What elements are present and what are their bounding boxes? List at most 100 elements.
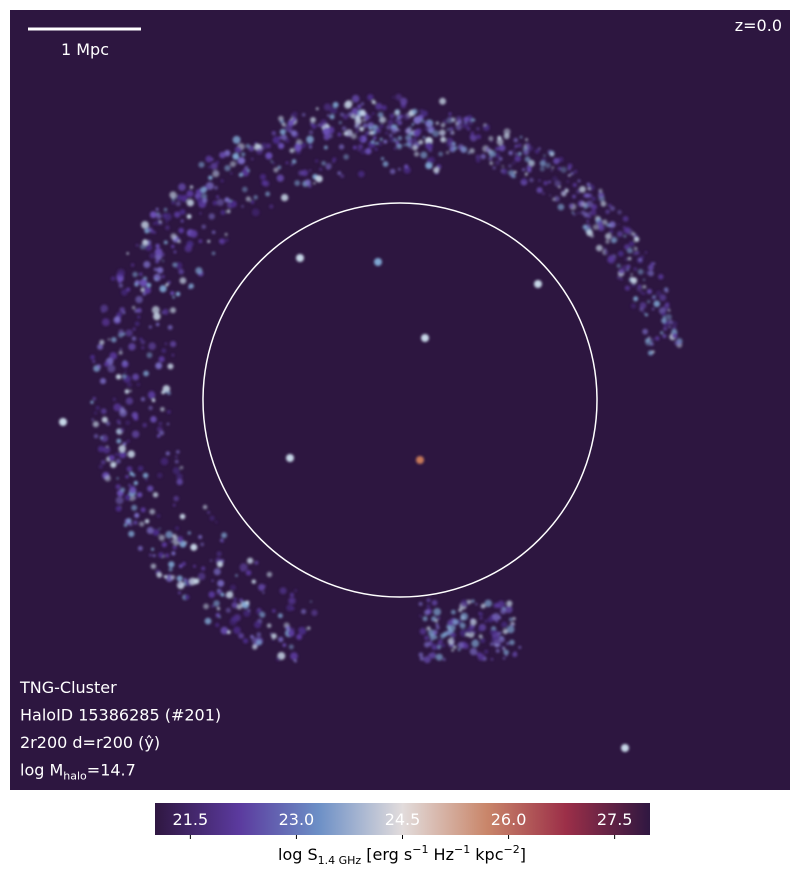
blob [645,338,653,346]
blob [176,575,183,582]
blob [357,144,364,150]
blob [269,204,274,209]
blob [111,336,117,343]
blob [587,193,593,198]
blob [420,119,425,124]
blob [529,177,534,183]
blob [455,124,462,131]
blob [505,654,508,657]
blob [633,251,638,256]
blob [313,182,316,185]
blob [170,244,175,249]
blob [543,180,548,186]
blob [208,175,213,181]
blob [437,617,441,620]
blob [163,240,168,245]
blob [272,638,275,641]
blob [309,145,313,149]
blob [216,198,224,207]
blob [220,179,224,183]
blob [644,251,648,254]
blob [169,340,177,348]
blob [600,200,607,207]
blob [229,161,237,168]
blob [469,148,475,154]
blob [587,187,591,191]
blob [176,536,184,543]
blob [102,446,111,454]
blob [292,117,297,122]
blob [351,107,359,115]
blob [116,438,122,444]
blob [225,238,229,242]
blob [371,100,376,105]
blob [429,652,437,659]
blob [229,584,237,591]
blob [214,185,218,190]
label-part: Hz [428,845,454,864]
blob [118,445,126,453]
blob [142,239,149,246]
blob [189,577,197,586]
blob [242,638,249,644]
blob [119,409,128,417]
blob [171,353,175,357]
blob [224,197,230,203]
blob [628,240,635,247]
blob [139,337,143,341]
blob [550,152,554,157]
blob [449,127,454,132]
blob [128,530,135,538]
blob [154,278,158,281]
blob [161,275,165,279]
blob [234,146,242,154]
info-text: HaloID 15386285 (#201) [20,706,221,725]
blob [506,625,515,634]
blob [448,624,456,632]
blob [671,332,678,339]
blob [374,147,378,151]
blob [207,166,211,169]
blob [134,321,140,327]
blob [187,531,192,535]
blob [129,389,132,393]
blob [421,110,428,117]
blob [100,304,108,313]
blob [137,315,141,319]
blob [279,119,285,124]
blob [462,643,469,650]
blob [301,169,309,177]
blob [488,150,496,158]
scale-label: 1 Mpc [61,40,109,59]
blob [360,149,366,155]
blob [110,461,117,468]
blob [630,303,637,309]
blob [118,422,121,425]
blob [340,174,345,178]
blob [155,322,160,327]
blob [617,210,622,215]
blob [126,439,130,443]
blob [200,542,205,547]
blob [337,132,342,137]
info-text: TNG-Cluster [19,678,117,697]
blob [492,166,496,170]
blob [150,563,157,570]
blob [514,155,521,162]
blob [342,113,349,120]
blob [131,305,136,310]
blob [381,105,387,111]
blob [119,427,125,433]
blob [616,275,621,280]
blob [603,247,607,251]
blob [604,250,608,255]
blob [360,110,366,116]
blob [96,364,101,369]
info: TNG-Cluster HaloID 15386285 (#201) 2r200 d… [19,678,221,783]
blob [595,244,603,252]
blob [131,263,135,267]
blob [139,272,143,276]
blob [668,319,673,325]
blob [145,243,153,251]
